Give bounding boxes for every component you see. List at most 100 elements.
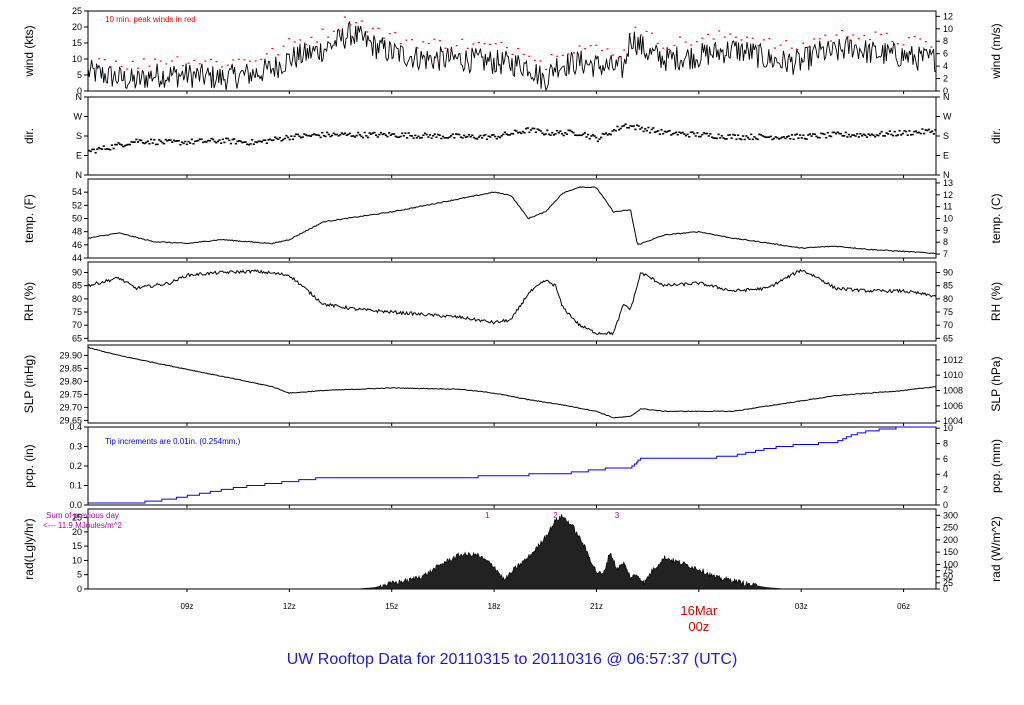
direction-point: [934, 129, 937, 131]
peak-wind-marker: [511, 53, 514, 56]
direction-point: [864, 134, 867, 137]
peak-wind-marker: [254, 60, 257, 62]
y-tick-label-left: 25: [72, 513, 82, 523]
direction-point: [290, 135, 293, 137]
direction-point: [885, 132, 888, 134]
direction-point: [645, 129, 648, 132]
peak-wind-marker: [371, 27, 374, 29]
direction-point: [330, 134, 334, 137]
direction-point: [130, 141, 133, 143]
y-axis-label-right: RH (%): [989, 282, 1003, 321]
direction-point: [914, 130, 917, 132]
direction-point: [161, 141, 164, 144]
direction-point: [720, 135, 723, 137]
direction-point: [880, 130, 883, 133]
peak-wind-marker: [489, 43, 492, 45]
direction-point: [185, 143, 189, 146]
peak-wind-marker: [707, 33, 710, 36]
direction-point: [929, 131, 932, 133]
direction-point: [606, 134, 609, 136]
direction-point: [296, 133, 299, 136]
series-line-rh: [87, 268, 937, 336]
direction-point: [779, 137, 782, 140]
direction-point: [717, 133, 720, 136]
direction-point: [710, 136, 714, 139]
direction-point: [169, 139, 172, 141]
direction-point: [510, 132, 513, 135]
y-axis-label-left: rad(Lgly/hr): [22, 518, 36, 579]
direction-point: [520, 132, 523, 135]
direction-point: [389, 134, 392, 136]
direction-point: [456, 133, 459, 136]
y-tick-label-right: 70: [943, 320, 953, 330]
direction-point: [171, 141, 174, 143]
direction-point: [352, 135, 355, 137]
direction-point: [516, 131, 520, 134]
direction-point: [772, 137, 776, 140]
direction-point: [340, 132, 343, 134]
direction-point: [309, 135, 312, 137]
direction-point: [507, 134, 510, 136]
direction-point: [453, 136, 456, 139]
peak-wind-marker: [176, 56, 179, 58]
direction-point: [635, 124, 639, 126]
y-tick-label-right: 75: [943, 307, 953, 317]
direction-point: [293, 135, 296, 138]
direction-point: [208, 139, 211, 142]
direction-point: [932, 133, 935, 135]
direction-point: [843, 135, 846, 137]
direction-point: [311, 133, 314, 136]
direction-point: [432, 134, 435, 137]
peak-wind-marker: [276, 54, 279, 56]
peak-wind-marker: [349, 24, 352, 26]
direction-point: [487, 135, 490, 138]
peak-wind-marker: [807, 46, 810, 48]
direction-point: [485, 138, 489, 141]
direction-point: [259, 140, 262, 143]
direction-point: [435, 136, 438, 139]
y-tick-label-left: 52: [72, 200, 82, 210]
y-tick-label-right: 0: [943, 500, 948, 510]
direction-point: [529, 129, 533, 131]
direction-point: [319, 136, 322, 139]
y-tick-label-left: 75: [72, 307, 82, 317]
y-tick-label-right: 25: [943, 578, 953, 588]
peak-wind-marker: [148, 65, 151, 67]
peak-wind-marker: [779, 44, 782, 46]
direction-point: [812, 133, 815, 135]
direction-point: [572, 131, 575, 134]
y-tick-label-right: 1006: [943, 401, 963, 411]
peak-wind-marker: [545, 68, 548, 71]
direction-point: [482, 134, 485, 137]
y-tick-label-right: 75: [943, 566, 953, 576]
direction-point: [867, 133, 870, 135]
direction-point: [598, 138, 601, 140]
direction-point: [477, 136, 480, 138]
direction-point: [187, 140, 190, 143]
direction-point: [414, 134, 417, 137]
direction-point: [821, 132, 825, 135]
direction-point: [314, 134, 317, 136]
direction-point: [830, 135, 833, 138]
direction-point: [670, 134, 673, 136]
direction-point: [246, 143, 249, 146]
direction-point: [213, 140, 216, 143]
y-tick-label-left: N: [76, 92, 83, 102]
y-tick-label-left: 44: [72, 253, 82, 263]
y-tick-label-left: 10: [72, 54, 82, 64]
direction-point: [911, 133, 914, 136]
y-tick-label-left: 90: [72, 268, 82, 278]
peak-wind-marker: [852, 34, 855, 36]
direction-point: [699, 135, 702, 138]
direction-point: [386, 135, 389, 138]
peak-wind-marker: [690, 44, 693, 46]
peak-wind-marker: [416, 47, 419, 49]
direction-point: [521, 130, 524, 133]
y-axis-label-left: pcp. (in): [22, 444, 36, 487]
direction-point: [303, 133, 306, 135]
y-tick-label-left: 48: [72, 227, 82, 237]
direction-point: [693, 132, 696, 135]
direction-point: [585, 136, 588, 138]
direction-point: [494, 135, 497, 138]
direction-point: [665, 131, 668, 133]
